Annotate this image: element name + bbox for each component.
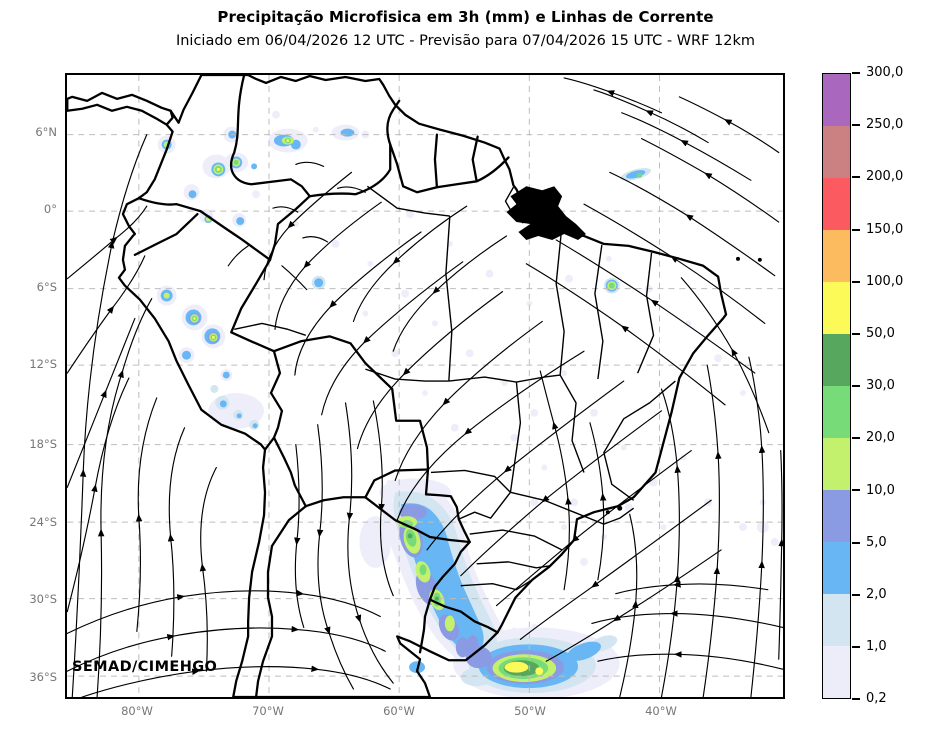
colorbar-tick [852,332,860,335]
colorbar-segment [823,334,850,386]
colorbar-tick [852,72,860,74]
colorbar-label-50: 50,0 [866,326,895,341]
colorbar-ticks [851,72,861,700]
colorbar-label-300: 300,0 [866,65,904,80]
colorbar-tick [852,280,860,283]
colorbar-segment [823,542,850,594]
lat-tick-12s: 12°S [29,357,57,371]
lon-tick-80w: 80°W [121,704,153,718]
colorbar-segment [823,230,850,282]
coastline-borders [67,75,728,697]
colorbar-tick [852,593,860,596]
lat-tick-0: 0° [43,202,57,216]
island-dot [736,256,740,261]
lat-tick-36s: 36°S [29,670,57,684]
colorbar-label-100: 100,0 [866,274,904,289]
state-borders [234,185,676,591]
colorbar-tick [852,698,860,700]
colorbar-label-20: 20,0 [866,430,895,445]
colorbar-tick [852,124,860,127]
colorbar-tick [852,228,860,231]
colorbar-label-0p2: 0,2 [866,691,887,706]
lat-tick-24s: 24°S [29,515,57,529]
colorbar-tick [852,176,860,179]
colorbar-label-150: 150,0 [866,222,904,237]
lat-tick-30s: 30°S [29,592,57,606]
colorbar-label-2: 2,0 [866,587,887,602]
lon-tick-70w: 70°W [252,704,284,718]
colorbar-label-1: 1,0 [866,639,887,654]
chart-subtitle: Iniciado em 06/04/2026 12 UTC - Previsão… [175,33,756,49]
colorbar [822,73,851,699]
colorbar-label-10: 10,0 [866,483,895,498]
lon-tick-60w: 60°W [383,704,415,718]
colorbar-label-5: 5,0 [866,535,887,550]
colorbar-segment [823,386,850,438]
colorbar-label-200: 200,0 [866,169,904,184]
colorbar-label-250: 250,0 [866,117,904,132]
lat-tick-6s: 6°S [36,280,57,294]
lat-tick-18s: 18°S [29,437,57,451]
lat-tick-6n: 6°N [35,125,57,139]
colorbar-segment [823,74,850,126]
colorbar-tick [852,645,860,648]
map-panel: SEMAD/CIMEHGO [65,73,785,699]
lon-tick-40w: 40°W [645,704,677,718]
colorbar-segment [823,646,850,698]
colorbar-segment [823,438,850,490]
watermark-label: SEMAD/CIMEHGO [72,659,218,675]
colorbar-tick [852,489,860,492]
colorbar-segment [823,594,850,646]
colorbar-tick [852,437,860,440]
precip-level-50mm [193,139,544,676]
lon-tick-50w: 50°W [514,704,546,718]
island-dot [757,257,762,262]
colorbar-tick [852,541,860,544]
streamlines [67,77,783,697]
colorbar-label-30: 30,0 [866,378,895,393]
colorbar-segment [823,126,850,178]
chart-title: Precipitação Microfisica em 3h (mm) e Li… [217,8,714,26]
map-canvas [67,75,783,697]
colorbar-tick [852,385,860,387]
colorbar-segment [823,282,850,334]
colorbar-segment [823,490,850,542]
amazon-delta-feature [506,186,762,515]
colorbar-segment [823,178,850,230]
